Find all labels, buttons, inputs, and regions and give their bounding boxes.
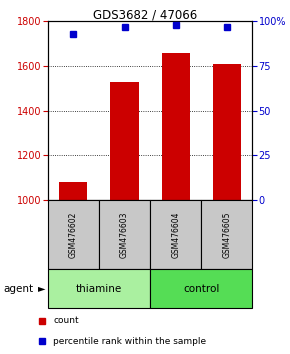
- Text: GSM476605: GSM476605: [222, 211, 231, 258]
- Bar: [99, 200, 150, 269]
- Text: thiamine: thiamine: [76, 284, 122, 293]
- Text: GSM476603: GSM476603: [120, 211, 129, 258]
- Bar: [150, 269, 252, 308]
- Text: ►: ►: [38, 284, 46, 293]
- Text: percentile rank within the sample: percentile rank within the sample: [53, 337, 206, 346]
- Bar: [48, 269, 150, 308]
- Bar: [201, 200, 252, 269]
- Text: GSM476602: GSM476602: [69, 211, 78, 258]
- Text: control: control: [183, 284, 219, 293]
- Text: GSM476604: GSM476604: [171, 211, 180, 258]
- Bar: [162, 52, 190, 200]
- Text: count: count: [53, 316, 79, 325]
- Text: GDS3682 / 47066: GDS3682 / 47066: [93, 9, 197, 22]
- Bar: [110, 81, 139, 200]
- Text: agent: agent: [3, 284, 33, 293]
- Bar: [59, 182, 88, 200]
- Bar: [213, 64, 241, 200]
- Bar: [150, 200, 201, 269]
- Bar: [48, 200, 99, 269]
